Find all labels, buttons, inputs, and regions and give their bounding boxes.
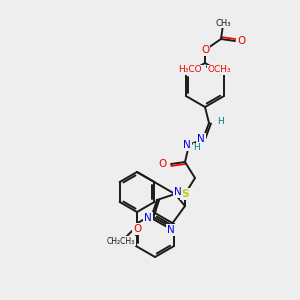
Text: N: N — [144, 213, 152, 223]
Text: H: H — [217, 116, 224, 125]
Text: O: O — [237, 36, 245, 46]
Text: N: N — [197, 134, 205, 144]
Text: OCH₃: OCH₃ — [208, 65, 232, 74]
Text: H: H — [194, 143, 200, 152]
Text: O: O — [133, 224, 141, 234]
Text: CH₂CH₃: CH₂CH₃ — [107, 236, 135, 245]
Text: S: S — [181, 189, 189, 199]
Text: N: N — [174, 187, 182, 197]
Text: N: N — [167, 225, 175, 235]
Text: H₃CO: H₃CO — [178, 65, 202, 74]
Text: O: O — [201, 45, 209, 55]
Text: N: N — [183, 140, 191, 150]
Text: CH₃: CH₃ — [215, 19, 231, 28]
Text: O: O — [159, 159, 167, 169]
